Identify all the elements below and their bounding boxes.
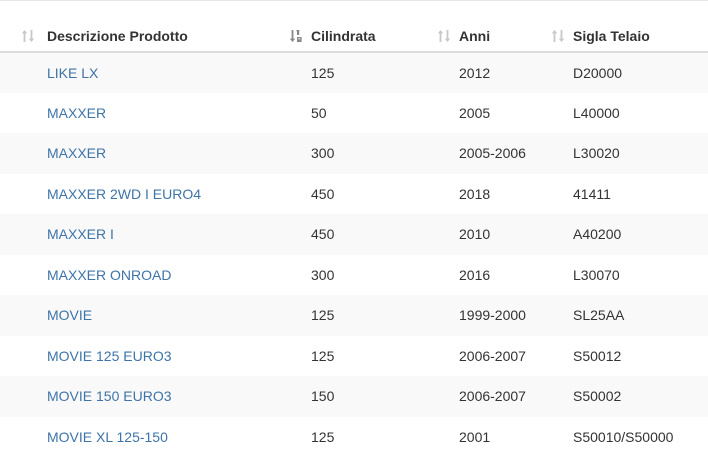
- cell-cilindrata: 125: [311, 52, 459, 93]
- table-row: MAXXER 50 2005 L40000: [0, 92, 708, 133]
- column-label-sigla-telaio: Sigla Telaio: [573, 27, 650, 44]
- table-row: MOVIE XL 125-150 125 2001 S50010/S50000: [0, 416, 708, 457]
- cell-anni: 2010: [459, 214, 573, 255]
- cell-cilindrata: 50: [311, 92, 459, 133]
- cell-sigla-telaio: D20000: [573, 52, 708, 93]
- cell-descrizione: MOVIE 150 EURO3: [47, 376, 311, 417]
- cell-cilindrata: 450: [311, 173, 459, 214]
- cell-descrizione: MOVIE: [47, 295, 311, 336]
- sort-both-icon[interactable]: [437, 29, 451, 43]
- column-label-cilindrata: Cilindrata: [311, 27, 376, 44]
- cell-anni: 1999-2000: [459, 295, 573, 336]
- column-header-cilindrata[interactable]: Cilindrata: [311, 20, 459, 53]
- cell-cilindrata: 125: [311, 295, 459, 336]
- cell-anni: 2001: [459, 416, 573, 457]
- header-row: Descrizione Prodotto Cilindrata: [0, 20, 708, 53]
- row-spacer: [0, 92, 47, 133]
- cell-descrizione: MAXXER 2WD I EURO4: [47, 173, 311, 214]
- cell-cilindrata: 300: [311, 133, 459, 174]
- cell-cilindrata: 450: [311, 214, 459, 255]
- table-row: MAXXER 300 2005-2006 L30020: [0, 133, 708, 174]
- table-header: Descrizione Prodotto Cilindrata: [0, 20, 708, 53]
- table-row: MOVIE 150 EURO3 150 2006-2007 S50002: [0, 376, 708, 417]
- cell-descrizione: MOVIE XL 125-150: [47, 416, 311, 457]
- cell-cilindrata: 125: [311, 416, 459, 457]
- cell-sigla-telaio: SL25AA: [573, 295, 708, 336]
- cell-anni: 2006-2007: [459, 335, 573, 376]
- cell-descrizione: MAXXER: [47, 92, 311, 133]
- column-header-row-select[interactable]: [0, 20, 47, 53]
- table-body: LIKE LX 125 2012 D20000 MAXXER 50 2005 L…: [0, 52, 708, 457]
- table-row: MAXXER 2WD I EURO4 450 2018 41411: [0, 173, 708, 214]
- top-divider: [0, 0, 708, 1]
- cell-descrizione: MAXXER I: [47, 214, 311, 255]
- table-row: LIKE LX 125 2012 D20000: [0, 52, 708, 93]
- cell-cilindrata: 125: [311, 335, 459, 376]
- product-link[interactable]: MOVIE XL 125-150: [47, 428, 168, 445]
- product-link[interactable]: MAXXER I: [47, 226, 114, 243]
- cell-descrizione: MOVIE 125 EURO3: [47, 335, 311, 376]
- row-spacer: [0, 52, 47, 93]
- product-link[interactable]: MAXXER ONROAD: [47, 266, 172, 283]
- sort-both-icon[interactable]: [21, 29, 35, 43]
- products-table: Descrizione Prodotto Cilindrata: [0, 20, 708, 457]
- cell-anni: 2012: [459, 52, 573, 93]
- row-spacer: [0, 254, 47, 295]
- cell-anni: 2006-2007: [459, 376, 573, 417]
- column-header-sigla-telaio[interactable]: Sigla Telaio: [573, 20, 708, 53]
- row-spacer: [0, 335, 47, 376]
- product-link[interactable]: MAXXER: [47, 104, 107, 121]
- product-link[interactable]: MAXXER: [47, 145, 107, 162]
- cell-sigla-telaio: A40200: [573, 214, 708, 255]
- row-spacer: [0, 173, 47, 214]
- cell-anni: 2005-2006: [459, 133, 573, 174]
- sort-numeric-ascending-icon[interactable]: [289, 29, 303, 43]
- cell-sigla-telaio: S50012: [573, 335, 708, 376]
- product-link[interactable]: MOVIE: [47, 307, 93, 324]
- table-row: MOVIE 125 1999-2000 SL25AA: [0, 295, 708, 336]
- product-link[interactable]: MAXXER 2WD I EURO4: [47, 185, 202, 202]
- cell-descrizione: MAXXER: [47, 133, 311, 174]
- table-row: MAXXER I 450 2010 A40200: [0, 214, 708, 255]
- cell-sigla-telaio: L40000: [573, 92, 708, 133]
- row-spacer: [0, 214, 47, 255]
- cell-anni: 2016: [459, 254, 573, 295]
- row-spacer: [0, 295, 47, 336]
- product-link[interactable]: MOVIE 150 EURO3: [47, 388, 172, 405]
- table-row: MAXXER ONROAD 300 2016 L30070: [0, 254, 708, 295]
- column-header-anni[interactable]: Anni: [459, 20, 573, 53]
- cell-anni: 2018: [459, 173, 573, 214]
- cell-cilindrata: 300: [311, 254, 459, 295]
- cell-descrizione: LIKE LX: [47, 52, 311, 93]
- product-link[interactable]: MOVIE 125 EURO3: [47, 347, 172, 364]
- column-label-anni: Anni: [459, 27, 491, 44]
- cell-sigla-telaio: S50010/S50000: [573, 416, 708, 457]
- column-label-descrizione: Descrizione Prodotto: [47, 27, 188, 44]
- cell-sigla-telaio: 41411: [573, 173, 708, 214]
- cell-sigla-telaio: S50002: [573, 376, 708, 417]
- cell-cilindrata: 150: [311, 376, 459, 417]
- sort-both-icon[interactable]: [551, 29, 565, 43]
- cell-sigla-telaio: L30020: [573, 133, 708, 174]
- row-spacer: [0, 416, 47, 457]
- cell-anni: 2005: [459, 92, 573, 133]
- table-row: MOVIE 125 EURO3 125 2006-2007 S50012: [0, 335, 708, 376]
- row-spacer: [0, 133, 47, 174]
- product-link[interactable]: LIKE LX: [47, 64, 99, 81]
- column-header-descrizione[interactable]: Descrizione Prodotto: [47, 20, 311, 53]
- cell-sigla-telaio: L30070: [573, 254, 708, 295]
- cell-descrizione: MAXXER ONROAD: [47, 254, 311, 295]
- row-spacer: [0, 376, 47, 417]
